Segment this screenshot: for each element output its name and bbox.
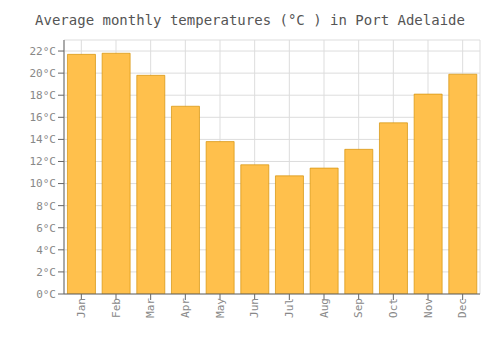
svg-text:Jun: Jun (248, 298, 261, 318)
svg-text:Feb: Feb (110, 298, 123, 318)
svg-text:14°C: 14°C (30, 133, 57, 146)
svg-text:4°C: 4°C (36, 244, 56, 257)
svg-text:20°C: 20°C (30, 67, 57, 80)
svg-text:10°C: 10°C (30, 177, 57, 190)
svg-text:0°C: 0°C (36, 288, 56, 301)
svg-text:Apr: Apr (179, 298, 192, 318)
svg-text:2°C: 2°C (36, 266, 56, 279)
svg-text:Nov: Nov (422, 298, 435, 318)
svg-text:Dec: Dec (456, 298, 469, 318)
html-text:Average monthly temperatures (: Average monthly temperatures (°C ) in Po… (35, 12, 465, 28)
svg-text:16°C: 16°C (30, 111, 57, 124)
svg-text:8°C: 8°C (36, 200, 56, 213)
svg-text:Jan: Jan (75, 298, 88, 318)
svg-text:22°C: 22°C (30, 45, 57, 58)
svg-text:Jul: Jul (283, 298, 296, 318)
svg-text:Mar: Mar (144, 298, 157, 318)
svg-text:Oct: Oct (387, 298, 400, 318)
svg-text:Sep: Sep (352, 298, 365, 318)
svg-text:Aug: Aug (318, 298, 331, 318)
svg-text:18°C: 18°C (30, 89, 57, 102)
svg-text:12°C: 12°C (30, 155, 57, 168)
svg-text:6°C: 6°C (36, 222, 56, 235)
svg-text:May: May (214, 298, 227, 318)
